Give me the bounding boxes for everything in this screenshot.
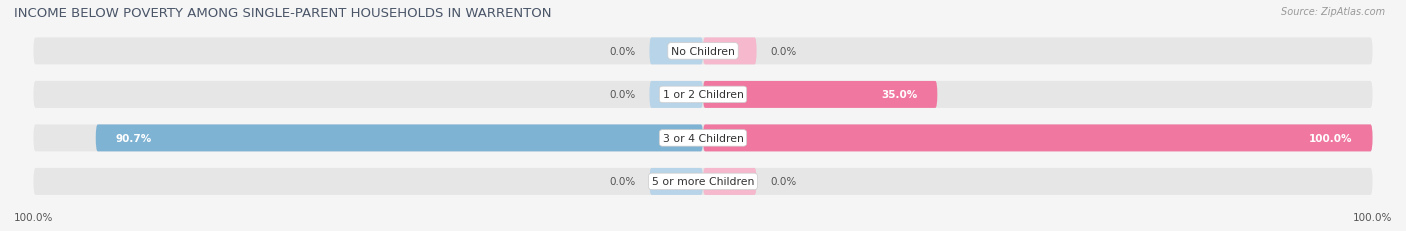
- FancyBboxPatch shape: [34, 38, 1372, 65]
- Text: 0.0%: 0.0%: [770, 177, 796, 187]
- FancyBboxPatch shape: [650, 82, 703, 108]
- FancyBboxPatch shape: [703, 82, 938, 108]
- Text: 0.0%: 0.0%: [610, 177, 636, 187]
- Text: INCOME BELOW POVERTY AMONG SINGLE-PARENT HOUSEHOLDS IN WARRENTON: INCOME BELOW POVERTY AMONG SINGLE-PARENT…: [14, 7, 551, 20]
- Text: No Children: No Children: [671, 47, 735, 57]
- Text: 0.0%: 0.0%: [610, 90, 636, 100]
- FancyBboxPatch shape: [650, 38, 703, 65]
- FancyBboxPatch shape: [34, 125, 1372, 152]
- Text: Source: ZipAtlas.com: Source: ZipAtlas.com: [1281, 7, 1385, 17]
- FancyBboxPatch shape: [703, 125, 1372, 152]
- FancyBboxPatch shape: [34, 168, 1372, 195]
- FancyBboxPatch shape: [703, 168, 756, 195]
- FancyBboxPatch shape: [650, 168, 703, 195]
- Text: 0.0%: 0.0%: [770, 47, 796, 57]
- FancyBboxPatch shape: [703, 38, 756, 65]
- Text: 3 or 4 Children: 3 or 4 Children: [662, 133, 744, 143]
- Text: 0.0%: 0.0%: [610, 47, 636, 57]
- FancyBboxPatch shape: [96, 125, 703, 152]
- Text: 90.7%: 90.7%: [115, 133, 152, 143]
- Text: 1 or 2 Children: 1 or 2 Children: [662, 90, 744, 100]
- Text: 100.0%: 100.0%: [1353, 212, 1392, 222]
- Text: 100.0%: 100.0%: [14, 212, 53, 222]
- FancyBboxPatch shape: [34, 82, 1372, 108]
- Text: 5 or more Children: 5 or more Children: [652, 177, 754, 187]
- Text: 100.0%: 100.0%: [1309, 133, 1353, 143]
- Text: 35.0%: 35.0%: [882, 90, 917, 100]
